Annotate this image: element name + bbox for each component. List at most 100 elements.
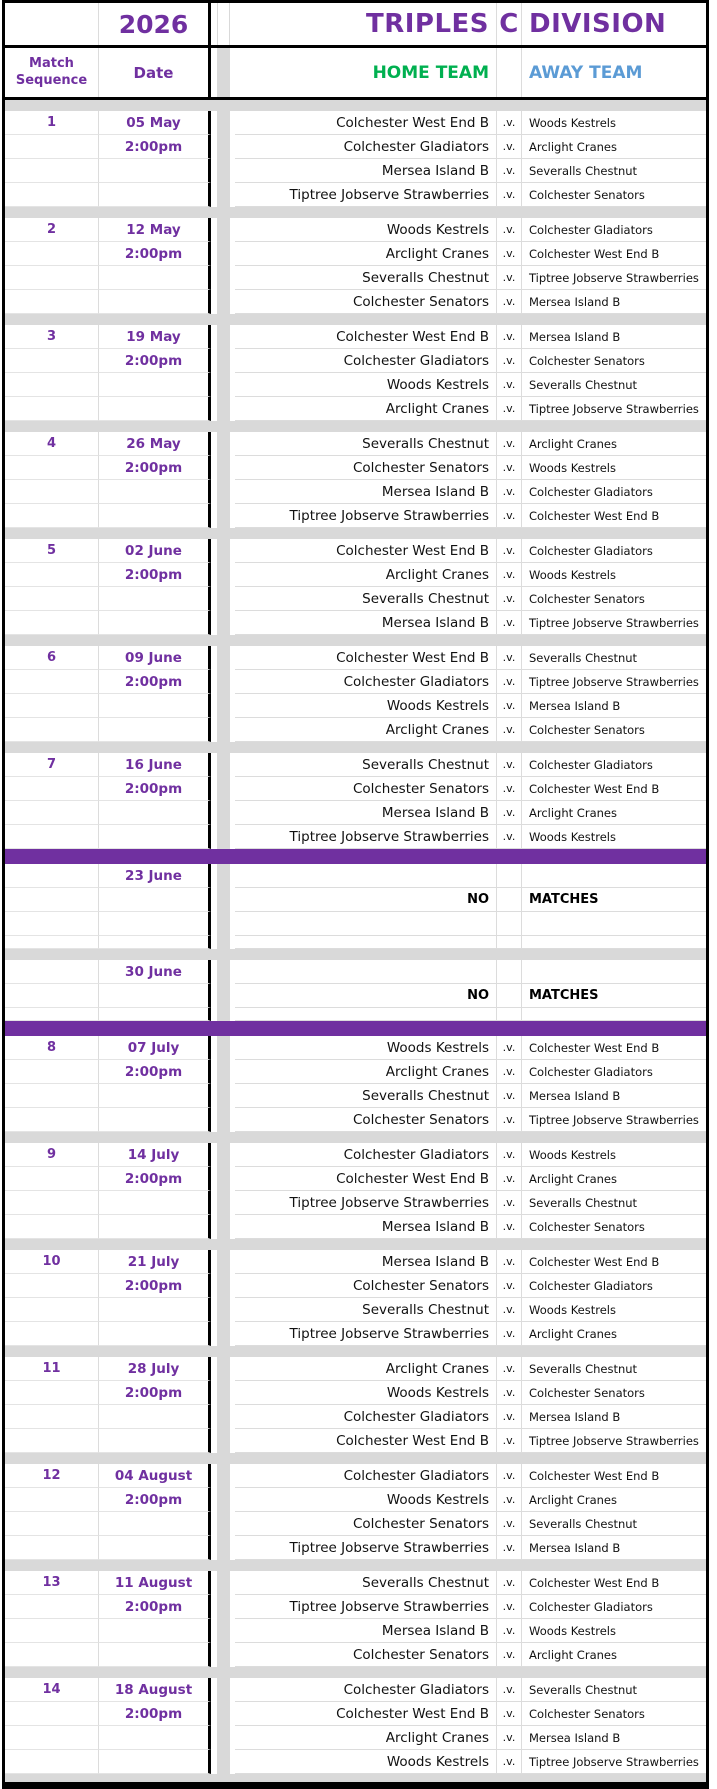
home-team-cell: Arclight Cranes xyxy=(235,718,497,742)
col-gap xyxy=(211,539,217,563)
gray-strip xyxy=(217,801,230,825)
col-gap xyxy=(230,563,235,587)
versus-label: .v. xyxy=(497,611,522,635)
col-gap xyxy=(230,1274,235,1298)
gray-strip xyxy=(217,888,230,912)
gray-strip xyxy=(217,1298,230,1322)
col-gap xyxy=(211,1464,217,1488)
group-separator xyxy=(5,207,706,218)
col-gap xyxy=(230,242,235,266)
col-gap xyxy=(230,1488,235,1512)
fixture-row: Colchester Senators .v. Severalls Chestnut xyxy=(5,1512,706,1536)
versus-label: .v. xyxy=(497,1215,522,1239)
match-date-cell xyxy=(99,1643,211,1667)
away-team-cell: Colchester West End B xyxy=(522,1036,706,1060)
match-sequence-cell: 8 xyxy=(5,1036,99,1060)
col-gap xyxy=(211,1619,217,1643)
match-date-cell: 12 May xyxy=(99,218,211,242)
versus-label: .v. xyxy=(497,325,522,349)
gray-strip xyxy=(217,563,230,587)
away-team-cell: Mersea Island B xyxy=(522,1726,706,1750)
match-sequence-cell xyxy=(5,456,99,480)
versus-label: .v. xyxy=(497,718,522,742)
away-team-cell: Arclight Cranes xyxy=(522,135,706,159)
match-sequence-cell: 11 xyxy=(5,1357,99,1381)
fixture-row: 11 28 July Arclight Cranes .v. Severalls Che… xyxy=(5,1357,706,1381)
match-date-cell xyxy=(99,718,211,742)
col-gap xyxy=(211,1060,217,1084)
away-team-cell: Tiptree Jobserve Strawberries xyxy=(522,266,706,290)
away-team-cell: Woods Kestrels xyxy=(522,456,706,480)
away-team-cell xyxy=(522,936,706,949)
col-gap xyxy=(211,1191,217,1215)
home-team-cell: Colchester West End B xyxy=(235,1429,497,1453)
match-sequence-cell xyxy=(5,1405,99,1429)
col-gap xyxy=(230,1191,235,1215)
col-gap xyxy=(230,1464,235,1488)
fixture-row: 2:00pm Colchester Senators .v. Woods Kestre… xyxy=(5,456,706,480)
match-sequence-cell xyxy=(5,1191,99,1215)
bottom-gray-band xyxy=(5,1774,706,1782)
away-team-cell: Colchester Senators xyxy=(522,1381,706,1405)
fixture-row: Mersea Island B .v. Arclight Cranes xyxy=(5,801,706,825)
col-gap xyxy=(230,1726,235,1750)
match-date-cell xyxy=(99,1108,211,1132)
away-team-cell: Colchester Gladiators xyxy=(522,1595,706,1619)
away-team-cell xyxy=(522,960,706,984)
home-team-cell: Tiptree Jobserve Strawberries xyxy=(235,1536,497,1560)
versus-label: .v. xyxy=(497,135,522,159)
group-separator xyxy=(5,742,706,753)
fixture-row: 2:00pm Arclight Cranes .v. Colchester Gladi… xyxy=(5,1060,706,1084)
home-team-cell: Colchester West End B xyxy=(235,111,497,135)
match-sequence-cell xyxy=(5,864,99,888)
home-team-cell: Woods Kestrels xyxy=(235,1036,497,1060)
gray-strip xyxy=(217,1084,230,1108)
fixture-row: Severalls Chestnut .v. Colchester Senators xyxy=(5,587,706,611)
home-team-cell: Woods Kestrels xyxy=(235,1381,497,1405)
col-gap xyxy=(230,135,235,159)
gray-strip xyxy=(217,1595,230,1619)
match-date-cell xyxy=(99,1726,211,1750)
col-gap xyxy=(211,1084,217,1108)
home-team-cell xyxy=(235,936,497,949)
col-gap xyxy=(230,183,235,207)
away-team-cell: Tiptree Jobserve Strawberries xyxy=(522,1429,706,1453)
col-gap xyxy=(211,1726,217,1750)
away-team-cell: Colchester Senators xyxy=(522,1702,706,1726)
match-date-cell: 09 June xyxy=(99,646,211,670)
empty-row xyxy=(5,936,706,949)
gray-strip xyxy=(217,825,230,849)
home-team-cell xyxy=(235,1008,497,1021)
col-gap xyxy=(230,397,235,421)
col-gap xyxy=(230,1060,235,1084)
col-gap xyxy=(230,888,235,912)
col-gap xyxy=(230,611,235,635)
home-team-cell: Arclight Cranes xyxy=(235,242,497,266)
match-sequence-cell xyxy=(5,135,99,159)
versus-label: .v. xyxy=(497,777,522,801)
versus-label: .v. xyxy=(497,1274,522,1298)
gray-strip xyxy=(217,1167,230,1191)
versus-label: .v. xyxy=(497,1191,522,1215)
home-team-cell: Woods Kestrels xyxy=(235,373,497,397)
col-gap xyxy=(211,1381,217,1405)
match-sequence-cell xyxy=(5,912,99,936)
versus-label: .v. xyxy=(497,1619,522,1643)
empty-row xyxy=(5,912,706,936)
fixture-row: 2:00pm Arclight Cranes .v. Woods Kestrels xyxy=(5,563,706,587)
home-team-cell: Arclight Cranes xyxy=(235,1060,497,1084)
match-date-cell: 04 August xyxy=(99,1464,211,1488)
col-gap xyxy=(211,397,217,421)
versus-label: .v. xyxy=(497,432,522,456)
title-seq-blank xyxy=(5,3,99,45)
gray-strip xyxy=(217,936,230,949)
home-team-cell: Colchester West End B xyxy=(235,646,497,670)
versus-label: .v. xyxy=(497,1536,522,1560)
gray-strip xyxy=(217,777,230,801)
match-date-cell xyxy=(99,825,211,849)
group-separator xyxy=(5,1453,706,1464)
gray-strip xyxy=(217,480,230,504)
group-separator xyxy=(5,100,706,111)
fixture-row: Arclight Cranes .v. Colchester Senators xyxy=(5,718,706,742)
away-team-cell: Arclight Cranes xyxy=(522,1643,706,1667)
